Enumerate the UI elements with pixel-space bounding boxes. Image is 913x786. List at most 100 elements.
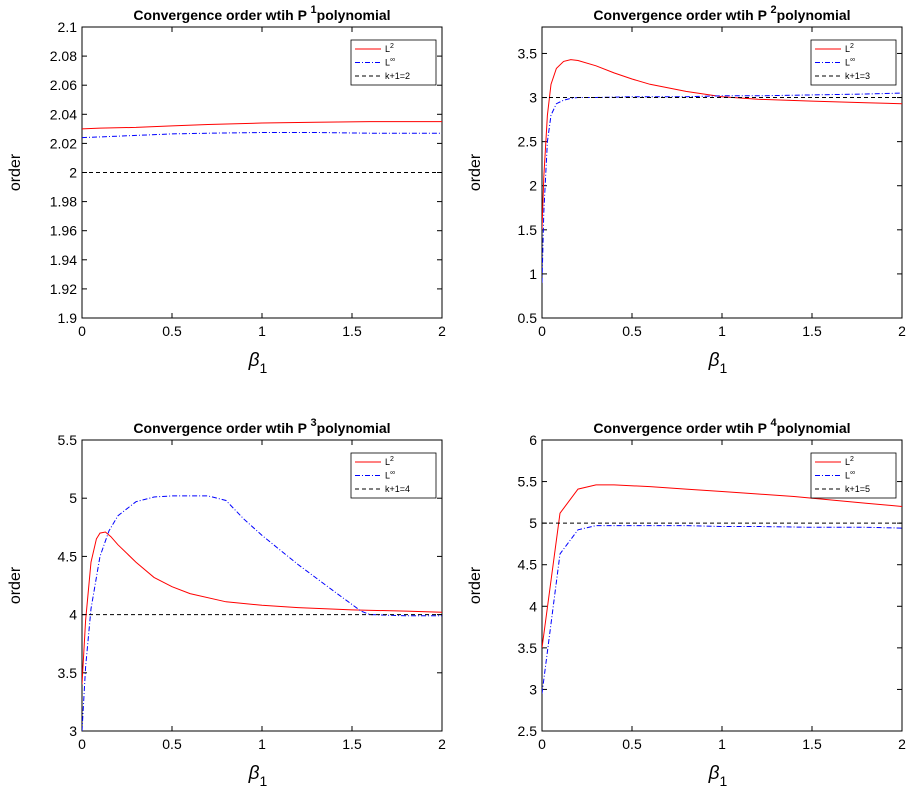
legend-label: L∞ — [845, 57, 855, 68]
title-superscript: 1 — [311, 4, 317, 16]
legend-label: L∞ — [385, 57, 395, 68]
x-tick-label: 0 — [538, 736, 546, 752]
title-suffix: polynomial — [777, 420, 851, 436]
x-label-symbol: β — [248, 350, 260, 371]
y-tick-label: 2.1 — [58, 19, 78, 35]
y-tick-label: 5 — [529, 515, 537, 531]
y-tick-label: 2.02 — [50, 135, 77, 151]
x-tick-label: 0.5 — [622, 323, 642, 339]
x-tick-label: 2 — [898, 323, 906, 339]
y-tick-label: 4 — [69, 607, 77, 623]
x-tick-label: 1.5 — [802, 323, 822, 339]
legend: L2 L∞ k+1=5 — [810, 452, 897, 499]
legend: L2 L∞ k+1=4 — [350, 452, 437, 499]
x-label-subscript: 1 — [260, 360, 268, 376]
subplot-3: 0 0.5 1 1.5 2 3 3.5 4 4.5 5 5.5 Convergence order w… — [7, 417, 446, 786]
title-superscript: 2 — [771, 4, 777, 16]
y-tick-label: 1.9 — [58, 310, 78, 326]
x-axis-label: β1 — [248, 763, 268, 786]
series-line-1 — [542, 59, 902, 230]
legend-label: k+1=3 — [845, 71, 870, 81]
y-tick-label: 3 — [529, 90, 537, 106]
y-axis-label: order — [7, 566, 24, 604]
title-superscript: 3 — [311, 417, 317, 429]
y-tick-label: 4 — [529, 598, 537, 614]
title-text: Convergence order wtih P — [133, 420, 310, 436]
y-tick-label: 1.5 — [518, 222, 538, 238]
y-tick-label: 0.5 — [518, 310, 538, 326]
legend-label: L2 — [385, 456, 394, 467]
title-text: Convergence order wtih P — [593, 420, 770, 436]
x-tick-label: 0 — [538, 323, 546, 339]
title-suffix: polynomial — [317, 420, 391, 436]
legend-label: L2 — [385, 43, 394, 54]
x-tick-label: 2 — [438, 323, 446, 339]
title-text: Convergence order wtih P — [593, 7, 770, 23]
x-tick-label: 1.5 — [342, 323, 362, 339]
y-axis-label: order — [467, 153, 484, 191]
legend-label: L2 — [845, 43, 854, 54]
series-line-2 — [82, 495, 442, 731]
legend-label: k+1=5 — [845, 484, 870, 494]
y-tick-label: 3 — [69, 723, 77, 739]
legend-label: k+1=4 — [385, 484, 410, 494]
y-tick-label: 1 — [529, 266, 537, 282]
series-line-1 — [82, 531, 442, 685]
y-tick-label: 3.5 — [518, 45, 538, 61]
subplot-4: 0 0.5 1 1.5 2 2.5 3 3.5 4 4.5 5 5.5 6 Convergence ord… — [467, 417, 906, 786]
y-tick-label: 5.5 — [518, 474, 538, 490]
title-superscript: 4 — [771, 417, 778, 429]
x-tick-label: 1.5 — [342, 736, 362, 752]
x-label-symbol: β — [708, 350, 720, 371]
y-tick-label: 2.08 — [50, 48, 77, 64]
x-label-subscript: 1 — [720, 773, 728, 786]
x-tick-label: 0 — [78, 323, 86, 339]
series-line-1 — [542, 484, 902, 648]
y-tick-label: 2 — [529, 178, 537, 194]
subplot-1: 0 0.5 1 1.5 2 1.9 1.92 1.94 1.96 1.98 2 2.02 2.04 2.0… — [7, 4, 446, 376]
chart-title: Convergence order wtih P 1polynomial — [133, 4, 390, 23]
x-label-subscript: 1 — [260, 773, 268, 786]
chart-title: Convergence order wtih P 3polynomial — [133, 417, 390, 436]
y-tick-label: 1.92 — [50, 281, 77, 297]
legend: L2 L∞ k+1=2 — [350, 39, 437, 86]
x-tick-label: 0.5 — [162, 323, 182, 339]
y-axis-label: order — [467, 566, 484, 604]
legend-label: L2 — [845, 456, 854, 467]
y-tick-label: 3.5 — [518, 640, 538, 656]
y-tick-label: 4.5 — [518, 557, 538, 573]
x-axis-label: β1 — [708, 763, 728, 786]
x-tick-label: 0.5 — [622, 736, 642, 752]
title-suffix: polynomial — [317, 7, 391, 23]
y-tick-label: 5.5 — [58, 432, 78, 448]
x-label-subscript: 1 — [720, 360, 728, 376]
x-tick-label: 0 — [78, 736, 86, 752]
x-tick-label: 1 — [258, 736, 266, 752]
x-tick-label: 1 — [718, 736, 726, 752]
y-tick-label: 3 — [529, 681, 537, 697]
y-axis-label: order — [7, 153, 24, 191]
y-tick-label: 5 — [69, 490, 77, 506]
legend-box — [810, 452, 897, 499]
title-suffix: polynomial — [777, 7, 851, 23]
y-tick-label: 2.04 — [50, 106, 77, 122]
y-tick-label: 1.94 — [50, 252, 77, 268]
legend: L2 L∞ k+1=3 — [810, 39, 897, 86]
x-tick-label: 0.5 — [162, 736, 182, 752]
x-label-symbol: β — [248, 763, 260, 784]
series-line-2 — [542, 525, 902, 694]
x-axis-label: β1 — [248, 350, 268, 376]
x-axis-label: β1 — [708, 350, 728, 376]
legend-label: L∞ — [845, 470, 855, 481]
chart-title: Convergence order wtih P 2polynomial — [593, 4, 850, 23]
series-line-1 — [82, 121, 442, 130]
series-line-2 — [82, 132, 442, 139]
x-tick-label: 1 — [718, 323, 726, 339]
x-tick-label: 2 — [898, 736, 906, 752]
chart-title: Convergence order wtih P 4polynomial — [593, 417, 850, 436]
y-tick-label: 1.96 — [50, 223, 77, 239]
title-text: Convergence order wtih P — [133, 7, 310, 23]
y-tick-label: 4.5 — [58, 548, 78, 564]
x-tick-label: 1 — [258, 323, 266, 339]
